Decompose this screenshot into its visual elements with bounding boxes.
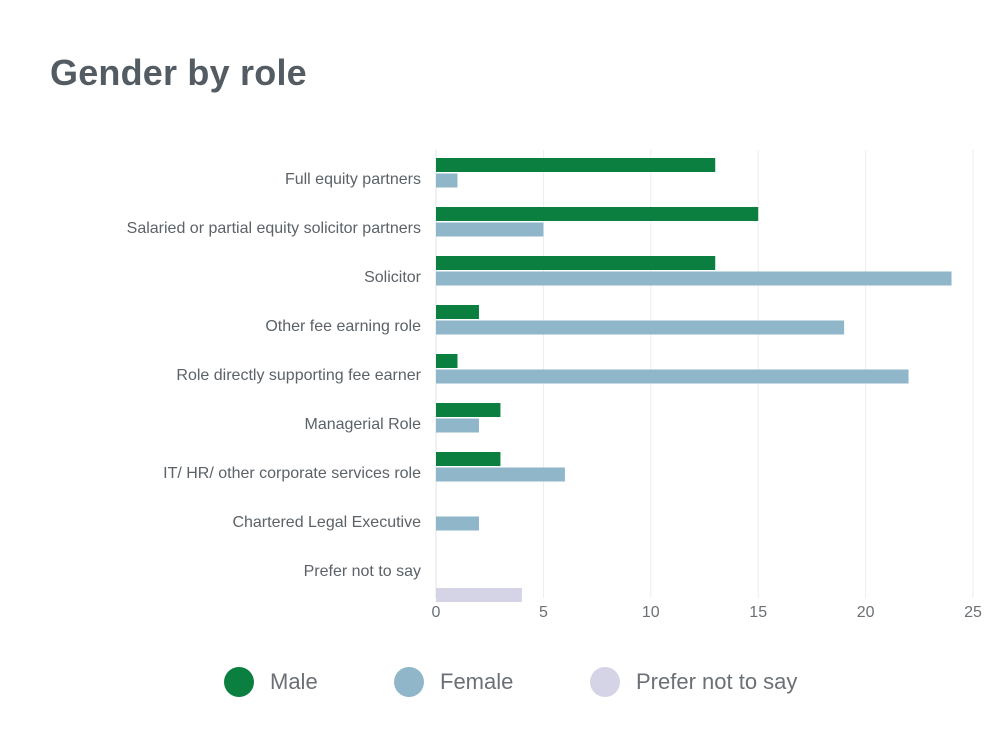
category-label: Prefer not to say xyxy=(304,563,421,580)
x-tick-label: 15 xyxy=(749,604,767,621)
bar-female xyxy=(436,516,479,531)
legend-swatch-prefer-not-to-say xyxy=(590,667,620,697)
x-tick-label: 25 xyxy=(964,604,982,621)
legend: Male Female Prefer not to say xyxy=(0,667,1000,703)
bar-male xyxy=(436,305,479,319)
bar-female xyxy=(436,320,845,335)
legend-swatch-female xyxy=(394,667,424,697)
x-tick-label: 10 xyxy=(642,604,660,621)
bar-female xyxy=(436,173,458,188)
category-label: Full equity partners xyxy=(285,171,421,188)
category-label: Role directly supporting fee earner xyxy=(176,367,421,384)
category-label: Chartered Legal Executive xyxy=(232,514,421,531)
bar-male xyxy=(436,256,716,270)
legend-label-prefer-not-to-say: Prefer not to say xyxy=(636,669,798,694)
bar-male xyxy=(436,158,716,172)
legend-label-male: Male xyxy=(270,669,318,694)
legend-item-female: Female xyxy=(394,667,513,697)
bar-female xyxy=(436,222,544,237)
bar-male xyxy=(436,403,501,417)
legend-swatch-male xyxy=(224,667,254,697)
x-tick-label: 5 xyxy=(539,604,548,621)
bars xyxy=(436,158,952,602)
x-tick-labels: 0 5 10 15 20 25 xyxy=(432,604,982,621)
bar-prefer-not-to-say xyxy=(436,588,522,602)
bar-female xyxy=(436,418,479,433)
category-label: Solicitor xyxy=(364,269,422,286)
bar-male xyxy=(436,207,759,221)
bar-female xyxy=(436,369,909,384)
legend-item-prefer-not-to-say: Prefer not to say xyxy=(590,667,797,697)
x-tick-label: 0 xyxy=(432,604,441,621)
legend-item-male: Male xyxy=(224,667,318,697)
category-label: Salaried or partial equity solicitor par… xyxy=(127,220,421,237)
category-label: Managerial Role xyxy=(304,416,421,433)
category-label: IT/ HR/ other corporate services role xyxy=(163,465,421,482)
legend-label-female: Female xyxy=(440,669,514,694)
category-label: Other fee earning role xyxy=(265,318,421,335)
x-tick-label: 20 xyxy=(857,604,875,621)
bar-male xyxy=(436,452,501,466)
bar-female xyxy=(436,467,565,482)
bar-female xyxy=(436,271,952,286)
chart-title: Gender by role xyxy=(50,52,307,93)
bar-male xyxy=(436,354,458,368)
category-labels: Full equity partners Salaried or partial … xyxy=(127,171,422,580)
